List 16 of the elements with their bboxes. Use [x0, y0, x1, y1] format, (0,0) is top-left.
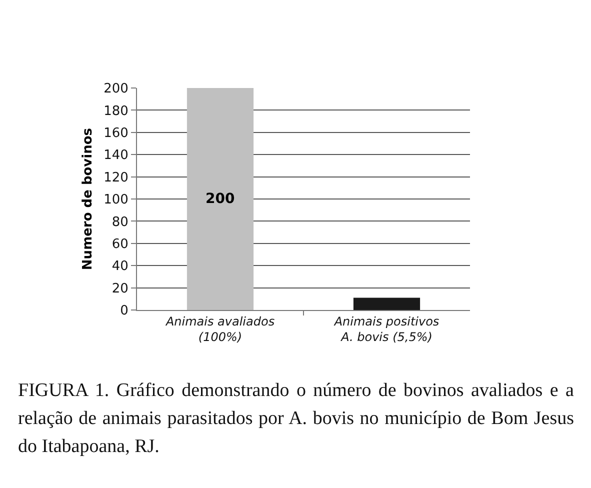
y-tick-label: 40	[112, 259, 128, 274]
x-tick-label: Animais positivos A. bovis (5,5%)	[333, 314, 440, 344]
y-tick-label: 100	[104, 192, 128, 208]
x-tick-label: Animais avaliados (100%)	[164, 314, 275, 344]
y-axis-title: Numero de bovinos	[80, 128, 96, 270]
y-tick-label: 20	[112, 281, 128, 296]
y-tick-label: 180	[104, 104, 128, 119]
y-tick-label: 200	[104, 82, 128, 97]
y-tick-label: 120	[104, 170, 128, 186]
y-tick-label: 80	[112, 214, 128, 230]
y-tick-label: 140	[104, 148, 128, 164]
y-tick-label: 0	[120, 304, 128, 319]
text: FIGURA 1. Gráfico demonstrando o número de bovinos avaliados e a relação de animais parasitados por A. bovis no município de Bom Jesus do Itabapoana, RJ.	[18, 379, 574, 459]
y-tick-label: 160	[104, 126, 128, 141]
y-tick-label: 60	[112, 236, 128, 252]
data-label: 200	[206, 191, 235, 207]
